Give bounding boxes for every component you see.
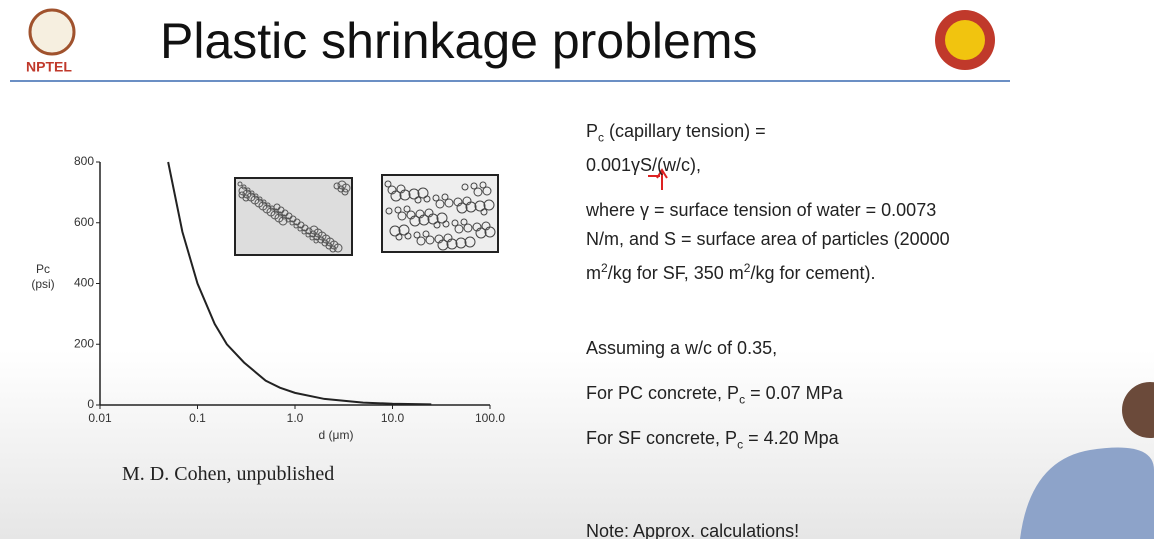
- text: /kg for cement).: [750, 263, 875, 283]
- x-axis-label: d (μm): [319, 428, 354, 442]
- x-tick-label: 0.1: [189, 411, 206, 425]
- text: For SF concrete, P: [586, 428, 737, 448]
- x-tick-label: 1.0: [287, 411, 304, 425]
- paragraph: Assuming a w/c of 0.35,: [586, 335, 986, 362]
- y-tick-label: 800: [74, 154, 94, 168]
- text: 0.001γS/(w/c),: [586, 155, 701, 175]
- text: (capillary tension) =: [604, 121, 766, 141]
- slide-title: Plastic shrinkage problems: [160, 12, 758, 70]
- title-rule: [10, 80, 1010, 82]
- paragraph: Note: Approx. calculations!: [586, 518, 986, 539]
- x-tick-label: 100.0: [475, 411, 505, 425]
- superscript: 2: [601, 261, 608, 275]
- figure-caption: M. D. Cohen, unpublished: [122, 463, 334, 486]
- paragraph: where γ = surface tension of water = 0.0…: [586, 196, 976, 288]
- y-axis-label: (psi): [31, 277, 54, 291]
- text: = 4.20 Mpa: [743, 428, 839, 448]
- y-tick-label: 0: [87, 397, 94, 411]
- x-tick-label: 0.01: [88, 411, 112, 425]
- speaker: [1020, 448, 1154, 539]
- paragraph: For PC concrete, Pc = 0.07 MPa: [586, 380, 986, 414]
- slide: NPTEL d (μm) Pc (psi) 0 200 400 600 800 0.01 0…: [0, 0, 1154, 539]
- nptel-logo: [30, 10, 74, 54]
- text: For PC concrete, P: [586, 383, 739, 403]
- logo-text: NPTEL: [26, 59, 72, 75]
- paragraph: For SF concrete, Pc = 4.20 Mpa: [586, 425, 986, 459]
- iit-logo-inner: [945, 20, 985, 60]
- y-tick-label: 600: [74, 215, 94, 229]
- y-axis-label: Pc: [36, 262, 50, 276]
- text: = 0.07 MPa: [745, 383, 843, 403]
- speaker-head: [1122, 382, 1154, 438]
- text: /kg for SF, 350 m: [608, 263, 744, 283]
- y-tick-label: 200: [74, 336, 94, 350]
- paragraph: Pc (capillary tension) =0.001γS/(w/c),: [586, 118, 986, 179]
- text: P: [586, 121, 598, 141]
- x-tick-label: 10.0: [381, 411, 405, 425]
- y-tick-label: 400: [74, 276, 94, 290]
